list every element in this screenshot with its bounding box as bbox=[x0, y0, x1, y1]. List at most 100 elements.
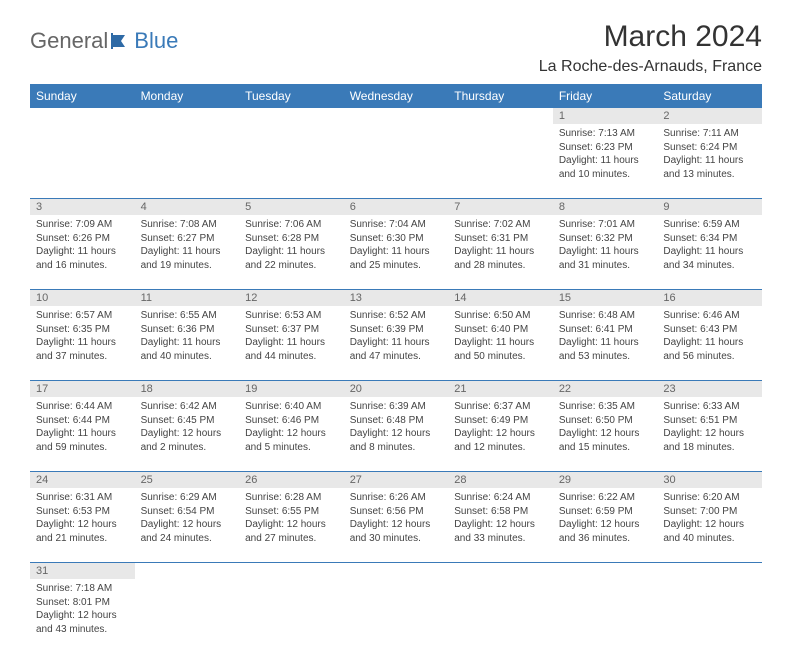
location-label: La Roche-des-Arnauds, France bbox=[539, 58, 762, 76]
day-details: Sunrise: 6:55 AMSunset: 6:36 PMDaylight:… bbox=[135, 306, 240, 367]
day-cell bbox=[239, 124, 344, 199]
day-cell: Sunrise: 7:18 AMSunset: 8:01 PMDaylight:… bbox=[30, 579, 135, 653]
header: General Blue March 2024 La Roche-des-Arn… bbox=[30, 20, 762, 76]
daylight-text: Daylight: 12 hours and 8 minutes. bbox=[350, 427, 443, 454]
sunrise-text: Sunrise: 6:33 AM bbox=[663, 400, 756, 414]
day-cell: Sunrise: 6:59 AMSunset: 6:34 PMDaylight:… bbox=[657, 215, 762, 290]
day-header: Tuesday bbox=[239, 84, 344, 108]
day-number bbox=[135, 563, 240, 580]
sunrise-text: Sunrise: 6:35 AM bbox=[559, 400, 652, 414]
content-row: Sunrise: 7:13 AMSunset: 6:23 PMDaylight:… bbox=[30, 124, 762, 199]
day-details: Sunrise: 6:40 AMSunset: 6:46 PMDaylight:… bbox=[239, 397, 344, 458]
day-details: Sunrise: 7:13 AMSunset: 6:23 PMDaylight:… bbox=[553, 124, 658, 185]
day-details: Sunrise: 7:08 AMSunset: 6:27 PMDaylight:… bbox=[135, 215, 240, 276]
daylight-text: Daylight: 11 hours and 16 minutes. bbox=[36, 245, 129, 272]
sunset-text: Sunset: 6:54 PM bbox=[141, 505, 234, 519]
sunrise-text: Sunrise: 6:28 AM bbox=[245, 491, 338, 505]
content-row: Sunrise: 7:18 AMSunset: 8:01 PMDaylight:… bbox=[30, 579, 762, 653]
content-row: Sunrise: 6:31 AMSunset: 6:53 PM Daylight:… bbox=[30, 488, 762, 563]
sunrise-text: Sunrise: 6:40 AM bbox=[245, 400, 338, 414]
day-details: Sunrise: 6:20 AMSunset: 7:00 PMDaylight:… bbox=[657, 488, 762, 549]
day-cell bbox=[448, 579, 553, 653]
sunset-text: Sunset: 8:01 PM bbox=[36, 596, 129, 610]
daylight-text: Daylight: 11 hours and 13 minutes. bbox=[663, 154, 756, 181]
day-header-row: SundayMondayTuesdayWednesdayThursdayFrid… bbox=[30, 84, 762, 108]
sunrise-text: Sunrise: 7:06 AM bbox=[245, 218, 338, 232]
day-header: Saturday bbox=[657, 84, 762, 108]
sunset-text: Sunset: 6:36 PM bbox=[141, 323, 234, 337]
day-header: Thursday bbox=[448, 84, 553, 108]
sunrise-text: Sunrise: 7:04 AM bbox=[350, 218, 443, 232]
daynum-row: 31 bbox=[30, 563, 762, 580]
day-details: Sunrise: 6:33 AMSunset: 6:51 PMDaylight:… bbox=[657, 397, 762, 458]
day-cell: Sunrise: 6:53 AMSunset: 6:37 PMDaylight:… bbox=[239, 306, 344, 381]
day-cell bbox=[553, 579, 658, 653]
sunrise-text: Sunrise: 6:46 AM bbox=[663, 309, 756, 323]
sunrise-text: Sunrise: 6:57 AM bbox=[36, 309, 129, 323]
day-cell bbox=[135, 579, 240, 653]
day-cell: Sunrise: 6:24 AMSunset: 6:58 PMDaylight:… bbox=[448, 488, 553, 563]
sunset-text: Sunset: 6:39 PM bbox=[350, 323, 443, 337]
sunset-text: Sunset: 6:48 PM bbox=[350, 414, 443, 428]
page-title: March 2024 bbox=[539, 20, 762, 54]
day-number: 16 bbox=[657, 290, 762, 307]
daynum-row: 24252627282930 bbox=[30, 472, 762, 489]
day-number bbox=[448, 108, 553, 124]
day-number: 8 bbox=[553, 199, 658, 216]
sunset-text: Sunset: 7:00 PM bbox=[663, 505, 756, 519]
day-details: Sunrise: 6:29 AMSunset: 6:54 PMDaylight:… bbox=[135, 488, 240, 549]
calendar-table: SundayMondayTuesdayWednesdayThursdayFrid… bbox=[30, 84, 762, 653]
day-number: 17 bbox=[30, 381, 135, 398]
sunrise-text: Sunrise: 6:53 AM bbox=[245, 309, 338, 323]
day-cell: Sunrise: 7:09 AMSunset: 6:26 PMDaylight:… bbox=[30, 215, 135, 290]
day-number: 23 bbox=[657, 381, 762, 398]
day-details: Sunrise: 6:28 AMSunset: 6:55 PMDaylight:… bbox=[239, 488, 344, 549]
daylight-text: Daylight: 12 hours and 36 minutes. bbox=[559, 518, 652, 545]
day-details: Sunrise: 6:48 AMSunset: 6:41 PMDaylight:… bbox=[553, 306, 658, 367]
sunset-text: Sunset: 6:30 PM bbox=[350, 232, 443, 246]
day-cell: Sunrise: 6:33 AMSunset: 6:51 PMDaylight:… bbox=[657, 397, 762, 472]
daylight-text: Daylight: 12 hours and 18 minutes. bbox=[663, 427, 756, 454]
daylight-text: Daylight: 11 hours and 59 minutes. bbox=[36, 427, 129, 454]
day-details: Sunrise: 6:53 AMSunset: 6:37 PMDaylight:… bbox=[239, 306, 344, 367]
sunrise-text: Sunrise: 6:44 AM bbox=[36, 400, 129, 414]
day-details: Sunrise: 6:44 AMSunset: 6:44 PMDaylight:… bbox=[30, 397, 135, 458]
sunset-text: Sunset: 6:46 PM bbox=[245, 414, 338, 428]
day-number: 3 bbox=[30, 199, 135, 216]
day-number: 11 bbox=[135, 290, 240, 307]
day-cell: Sunrise: 6:35 AMSunset: 6:50 PMDaylight:… bbox=[553, 397, 658, 472]
sunset-text: Sunset: 6:44 PM bbox=[36, 414, 129, 428]
day-cell: Sunrise: 7:01 AMSunset: 6:32 PMDaylight:… bbox=[553, 215, 658, 290]
sunset-text: Sunset: 6:26 PM bbox=[36, 232, 129, 246]
day-cell: Sunrise: 6:48 AMSunset: 6:41 PMDaylight:… bbox=[553, 306, 658, 381]
logo-text-2: Blue bbox=[134, 28, 178, 54]
sunset-text: Sunset: 6:53 PM bbox=[36, 505, 129, 519]
daynum-row: 3456789 bbox=[30, 199, 762, 216]
day-header: Wednesday bbox=[344, 84, 449, 108]
sunset-text: Sunset: 6:50 PM bbox=[559, 414, 652, 428]
day-cell: Sunrise: 6:52 AMSunset: 6:39 PMDaylight:… bbox=[344, 306, 449, 381]
sunrise-text: Sunrise: 6:31 AM bbox=[36, 491, 129, 505]
day-cell: Sunrise: 7:13 AMSunset: 6:23 PMDaylight:… bbox=[553, 124, 658, 199]
daylight-text: Daylight: 12 hours and 43 minutes. bbox=[36, 609, 129, 636]
day-number: 14 bbox=[448, 290, 553, 307]
daylight-text: Daylight: 11 hours and 25 minutes. bbox=[350, 245, 443, 272]
day-number bbox=[344, 563, 449, 580]
day-details: Sunrise: 6:50 AMSunset: 6:40 PMDaylight:… bbox=[448, 306, 553, 367]
day-cell: Sunrise: 7:11 AMSunset: 6:24 PMDaylight:… bbox=[657, 124, 762, 199]
day-number bbox=[135, 108, 240, 124]
sunrise-text: Sunrise: 6:39 AM bbox=[350, 400, 443, 414]
day-cell: Sunrise: 6:44 AMSunset: 6:44 PMDaylight:… bbox=[30, 397, 135, 472]
day-number: 19 bbox=[239, 381, 344, 398]
sunset-text: Sunset: 6:49 PM bbox=[454, 414, 547, 428]
daylight-text: Daylight: 12 hours and 5 minutes. bbox=[245, 427, 338, 454]
content-row: Sunrise: 6:44 AMSunset: 6:44 PMDaylight:… bbox=[30, 397, 762, 472]
day-cell: Sunrise: 6:20 AMSunset: 7:00 PMDaylight:… bbox=[657, 488, 762, 563]
sunrise-text: Sunrise: 7:09 AM bbox=[36, 218, 129, 232]
day-details: Sunrise: 6:59 AMSunset: 6:34 PMDaylight:… bbox=[657, 215, 762, 276]
sunset-text: Sunset: 6:24 PM bbox=[663, 141, 756, 155]
sunrise-text: Sunrise: 6:50 AM bbox=[454, 309, 547, 323]
day-details: Sunrise: 7:04 AMSunset: 6:30 PMDaylight:… bbox=[344, 215, 449, 276]
sunset-text: Sunset: 6:45 PM bbox=[141, 414, 234, 428]
day-number: 26 bbox=[239, 472, 344, 489]
